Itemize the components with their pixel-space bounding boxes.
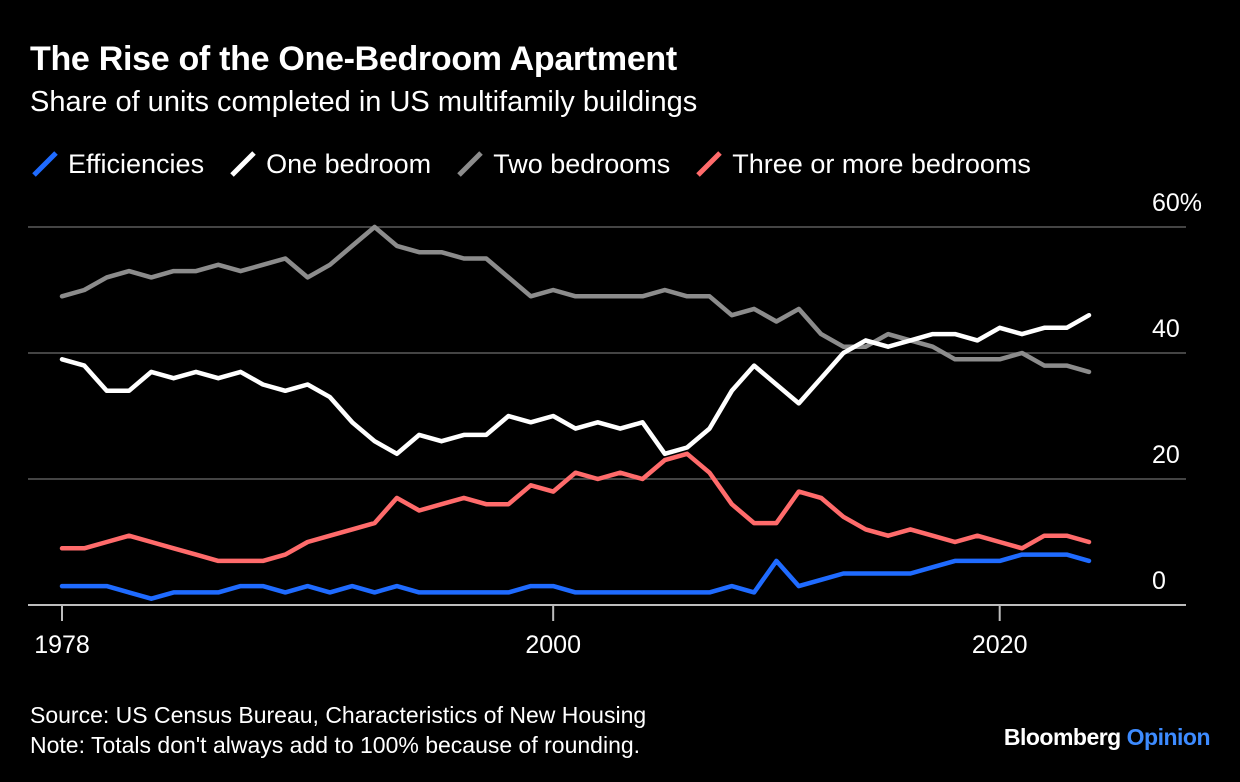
- chart-title: The Rise of the One-Bedroom Apartment: [30, 40, 677, 78]
- rounding-note: Note: Totals don't always add to 100% be…: [30, 732, 641, 758]
- legend-swatch: [696, 151, 723, 177]
- chart-subtitle: Share of units completed in US multifami…: [30, 86, 698, 118]
- y-tick-label: 20: [1152, 441, 1180, 469]
- legend-swatch: [457, 151, 483, 177]
- x-tick-label: 2020: [972, 631, 1028, 659]
- legend-swatch: [32, 151, 58, 177]
- y-tick-label: 60%: [1152, 189, 1202, 217]
- x-tick-label: 1978: [34, 631, 90, 659]
- legend: Efficiencies One bedroom Two bedrooms Three…: [30, 146, 1055, 182]
- legend-item: One bedroom: [228, 148, 431, 180]
- y-tick-label: 0: [1152, 567, 1166, 595]
- legend-swatch: [230, 151, 256, 177]
- legend-item: Two bedrooms: [455, 148, 670, 180]
- series-line-two-bedrooms: [59, 224, 1092, 375]
- legend-label: Three or more bedrooms: [732, 148, 1031, 179]
- legend-item: Efficiencies: [30, 148, 204, 180]
- footer: Source: US Census Bureau, Characteristic…: [30, 700, 646, 760]
- y-tick-label: 40: [1152, 315, 1180, 343]
- series-line-one-bedroom: [59, 312, 1092, 457]
- legend-label: Efficiencies: [68, 148, 205, 179]
- series-line-efficiencies: [59, 552, 1092, 601]
- brand-logo: Bloomberg Opinion: [1003, 724, 1211, 751]
- x-tick-label: 2000: [525, 631, 581, 659]
- legend-label: One bedroom: [266, 148, 432, 179]
- series-line-three-or-more-bedrooms: [59, 451, 1092, 564]
- brand-accent: Opinion: [1126, 724, 1211, 750]
- legend-label: Two bedrooms: [493, 148, 671, 179]
- source-note: Source: US Census Bureau, Characteristic…: [30, 702, 647, 728]
- legend-item: Three or more bedrooms: [694, 148, 1031, 180]
- brand-name: Bloomberg: [1003, 724, 1121, 750]
